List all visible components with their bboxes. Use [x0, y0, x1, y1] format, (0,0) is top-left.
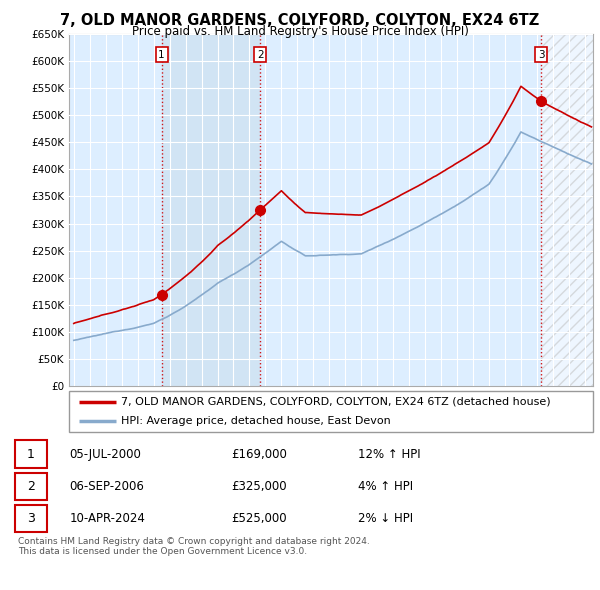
Text: 05-JUL-2000: 05-JUL-2000 [70, 448, 142, 461]
Text: 4% ↑ HPI: 4% ↑ HPI [358, 480, 413, 493]
Text: 10-APR-2024: 10-APR-2024 [70, 512, 145, 525]
Text: 1: 1 [27, 448, 35, 461]
Text: 7, OLD MANOR GARDENS, COLYFORD, COLYTON, EX24 6TZ (detached house): 7, OLD MANOR GARDENS, COLYFORD, COLYTON,… [121, 396, 551, 407]
Text: £525,000: £525,000 [231, 512, 287, 525]
FancyBboxPatch shape [15, 473, 47, 500]
Bar [541, 34, 593, 386]
Text: £325,000: £325,000 [231, 480, 287, 493]
Text: £169,000: £169,000 [231, 448, 287, 461]
Text: 3: 3 [27, 512, 35, 525]
Bar [541, 34, 593, 386]
Text: 7, OLD MANOR GARDENS, COLYFORD, COLYTON, EX24 6TZ: 7, OLD MANOR GARDENS, COLYFORD, COLYTON,… [61, 13, 539, 28]
FancyBboxPatch shape [15, 441, 47, 468]
Text: 2: 2 [257, 50, 263, 60]
Text: 3: 3 [538, 50, 545, 60]
Text: 2% ↓ HPI: 2% ↓ HPI [358, 512, 413, 525]
Text: 1: 1 [158, 50, 165, 60]
Text: 06-SEP-2006: 06-SEP-2006 [70, 480, 145, 493]
Text: 12% ↑ HPI: 12% ↑ HPI [358, 448, 420, 461]
Bar [161, 34, 260, 386]
Text: 2: 2 [27, 480, 35, 493]
Text: HPI: Average price, detached house, East Devon: HPI: Average price, detached house, East… [121, 416, 391, 426]
Text: Contains HM Land Registry data © Crown copyright and database right 2024.
This d: Contains HM Land Registry data © Crown c… [18, 537, 370, 556]
FancyBboxPatch shape [69, 391, 593, 432]
Text: Price paid vs. HM Land Registry's House Price Index (HPI): Price paid vs. HM Land Registry's House … [131, 25, 469, 38]
FancyBboxPatch shape [15, 505, 47, 532]
